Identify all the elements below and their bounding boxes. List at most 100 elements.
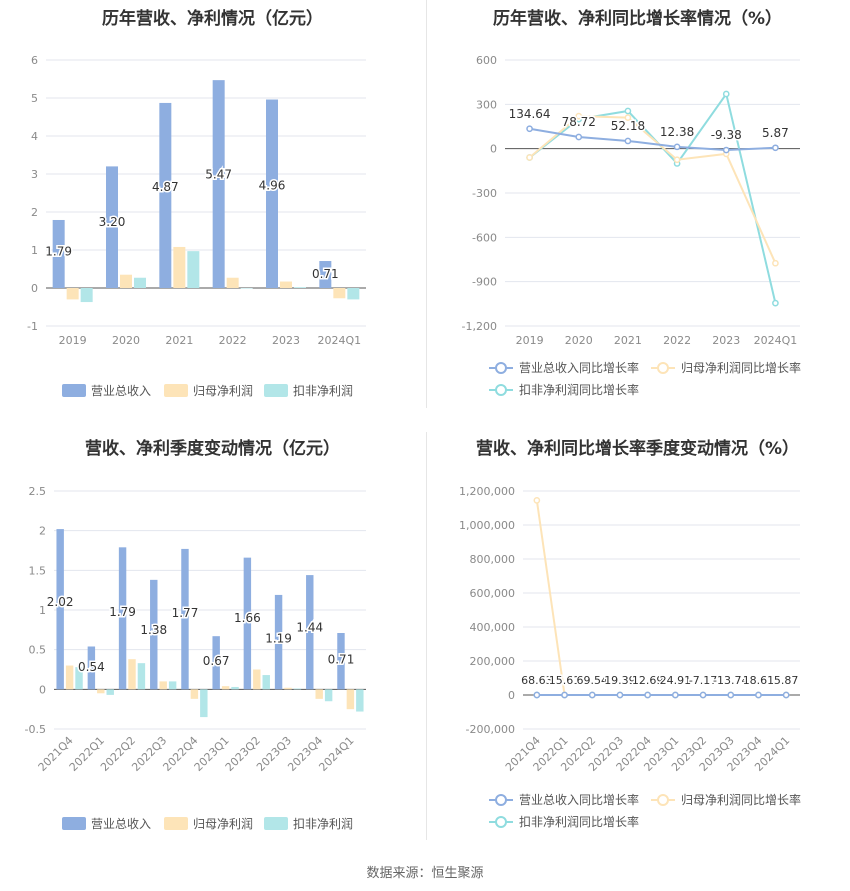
x-tick-label: 2020	[565, 334, 593, 347]
bar	[212, 636, 220, 690]
bar	[137, 663, 146, 690]
data-label: 2.02	[47, 595, 74, 609]
quarterly-growth-chart: -200,000 0 200,000 400,000 600,000 800,000 1,0…	[459, 485, 801, 829]
data-label: 1.44	[296, 621, 323, 635]
vertical-divider	[426, 432, 427, 840]
data-point	[673, 156, 681, 164]
data-point	[772, 299, 779, 307]
bar	[52, 219, 65, 288]
data-label: 19.39	[604, 674, 636, 687]
legend-swatch	[62, 384, 86, 397]
bar	[134, 277, 146, 288]
x-tick-label: 2019	[516, 334, 544, 347]
legend-swatch	[164, 384, 188, 397]
legend-label: 扣非净利润同比增长率	[519, 814, 639, 829]
bar	[128, 659, 136, 690]
bar	[120, 274, 132, 288]
bar	[56, 529, 64, 690]
bar	[293, 688, 302, 690]
legend-swatch	[264, 384, 288, 397]
data-label: 1.79	[45, 245, 72, 259]
legend-label: 扣非净利润	[293, 817, 353, 831]
y-tick-label: 3	[31, 168, 38, 181]
legend-label: 营业总收入同比增长率	[519, 360, 639, 375]
data-label: 15.61	[549, 674, 581, 687]
x-tick-label: 2019	[59, 334, 87, 347]
bar	[190, 689, 199, 699]
y-tick-label: 0	[490, 143, 497, 156]
y-tick-label: -600	[472, 231, 497, 244]
legend-label: 营业总收入同比增长率	[519, 792, 639, 807]
bar	[80, 288, 93, 303]
bar	[266, 99, 278, 289]
y-tick-label: 1	[39, 604, 46, 617]
data-label: 12.69	[632, 674, 664, 687]
bar	[173, 246, 186, 288]
y-tick-label: -300	[472, 187, 497, 200]
data-point	[624, 137, 632, 145]
data-point	[575, 133, 583, 141]
data-point	[533, 497, 541, 504]
x-tick-label: 2023	[272, 334, 300, 347]
x-tick-label: 2024Q1	[316, 734, 356, 774]
data-label: 18.61	[743, 674, 775, 687]
y-tick-label: 1.5	[29, 564, 47, 577]
y-tick-label: 200,000	[470, 655, 516, 668]
y-tick-label: 0.5	[29, 644, 47, 657]
x-tick-label: 2024Q1	[318, 334, 362, 347]
bar	[168, 681, 177, 690]
bar	[106, 166, 118, 288]
legend-marker	[495, 384, 507, 396]
y-tick-label: 4	[31, 130, 38, 143]
x-tick-label: 2022	[663, 334, 691, 347]
quarterly-growth-panel: 营收、净利同比增长率季度变动情况（%） -200,000 0 200,000 400,…	[425, 430, 850, 860]
data-point	[616, 691, 624, 699]
data-label: 52.18	[611, 119, 645, 133]
bar	[87, 646, 96, 690]
annual-revenue-profit-panel: 历年营收、净利情况（亿元） -1 0 1 2 3 4 5 6 2019 2020 2021 2022 2…	[0, 0, 425, 430]
bar	[280, 281, 292, 288]
data-point	[672, 691, 679, 699]
x-tick-label: 2021	[614, 334, 642, 347]
data-label: 134.64	[509, 107, 551, 121]
series-line	[535, 500, 787, 696]
x-tick-label: 2022	[219, 334, 247, 347]
bar	[346, 689, 355, 710]
legend-label: 营业总收入	[91, 384, 151, 398]
data-label: 1.38	[140, 623, 167, 637]
bar	[315, 689, 323, 699]
legend-label: 归母净利润同比增长率	[681, 360, 801, 375]
data-point	[533, 691, 541, 699]
bar	[324, 689, 333, 702]
legend-label: 归母净利润	[193, 384, 253, 398]
y-tick-label: 2.5	[29, 485, 47, 498]
bar	[294, 287, 306, 288]
bar	[65, 665, 74, 690]
data-source-note: 数据来源：恒生聚源	[366, 866, 484, 881]
data-label: 68.63	[521, 674, 553, 687]
legend-marker	[495, 362, 507, 374]
bar	[243, 557, 252, 690]
bar	[187, 251, 200, 288]
bar	[284, 687, 292, 690]
y-tick-label: 1,000,000	[459, 519, 515, 532]
chart-title: 营收、净利季度变动情况（亿元）	[85, 439, 340, 459]
data-point	[722, 146, 730, 154]
data-label: 4.87	[152, 180, 179, 194]
data-point	[782, 691, 790, 699]
data-label: 0.71	[312, 267, 339, 281]
data-label: 24.91	[660, 674, 692, 687]
bar	[200, 689, 208, 718]
legend-label: 归母净利润	[193, 817, 253, 831]
data-label: 5.87	[774, 674, 799, 687]
data-point	[772, 259, 779, 267]
bar	[118, 547, 127, 690]
data-label: 0.67	[203, 654, 230, 668]
y-tick-label: 800,000	[470, 553, 516, 566]
bar	[333, 288, 346, 299]
y-tick-label: 300	[476, 98, 497, 111]
bar	[150, 579, 158, 690]
bar	[181, 548, 189, 690]
data-label: 3.20	[99, 215, 126, 229]
data-label: 69.54	[577, 674, 609, 687]
